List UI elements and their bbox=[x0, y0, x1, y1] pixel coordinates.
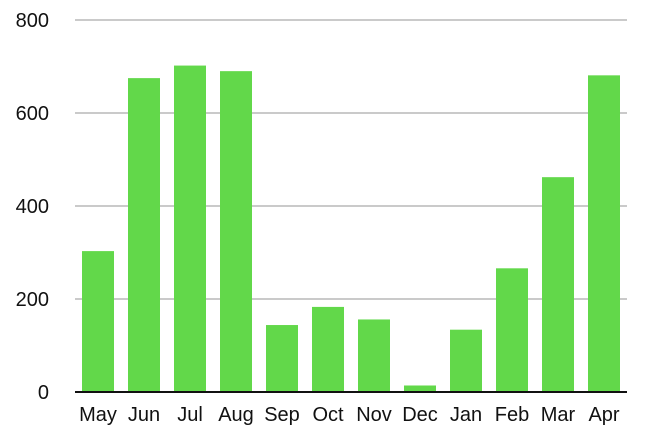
bar-jul bbox=[174, 65, 206, 392]
x-tick-label: Dec bbox=[402, 404, 438, 426]
bar-dec bbox=[404, 385, 436, 392]
bar-aug bbox=[220, 71, 252, 393]
x-tick-label: Jul bbox=[177, 404, 203, 426]
bars bbox=[82, 65, 620, 393]
y-tick-label: 400 bbox=[16, 196, 49, 218]
bar-oct bbox=[312, 306, 344, 392]
bar-apr bbox=[588, 75, 620, 393]
grid-lines bbox=[75, 19, 627, 300]
x-tick-label: Apr bbox=[588, 404, 619, 426]
bar-feb bbox=[496, 268, 528, 392]
bar-jun bbox=[128, 78, 160, 392]
y-tick-label: 200 bbox=[16, 289, 49, 311]
x-tick-label: Oct bbox=[312, 404, 344, 426]
x-tick-label: Aug bbox=[218, 404, 254, 426]
x-tick-label: Mar bbox=[541, 404, 576, 426]
bar-nov bbox=[358, 319, 390, 392]
y-tick-label: 0 bbox=[38, 382, 49, 404]
x-tick-label: Sep bbox=[264, 404, 300, 426]
bar-mar bbox=[542, 177, 574, 392]
x-tick-label: Nov bbox=[356, 404, 392, 426]
bar-sep bbox=[266, 325, 298, 392]
x-tick-label: Jan bbox=[450, 404, 482, 426]
x-tick-label: Feb bbox=[495, 404, 529, 426]
labels: 0 200 400 600 800 May Jun Jul Aug Sep Oct Nov Dec Jan… bbox=[16, 10, 620, 426]
y-tick-label: 600 bbox=[16, 103, 49, 125]
bar-jan bbox=[450, 329, 482, 392]
bar-may bbox=[82, 251, 114, 392]
y-tick-label: 800 bbox=[16, 10, 49, 32]
x-tick-label: Jun bbox=[128, 404, 160, 426]
x-tick-label: May bbox=[79, 404, 117, 426]
